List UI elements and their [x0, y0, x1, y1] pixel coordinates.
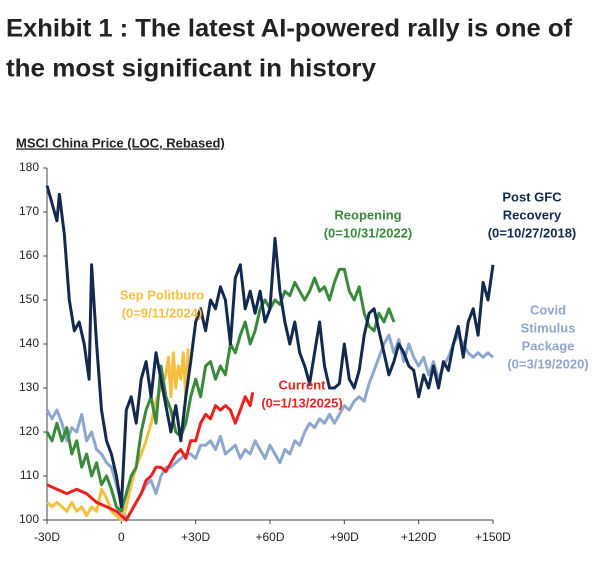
- y-tick-label: 160: [19, 248, 39, 262]
- y-tick-label: 140: [19, 336, 39, 350]
- y-tick-label: 150: [19, 292, 39, 306]
- series-label: Stimulus: [521, 320, 576, 335]
- x-tick-label: +90D: [330, 530, 359, 544]
- series-line: [45, 185, 495, 509]
- y-tick-label: 170: [19, 204, 39, 218]
- x-tick-label: -30D: [34, 530, 60, 544]
- x-tick-label: 0: [118, 530, 125, 544]
- series-label: Covid: [530, 302, 566, 317]
- y-tick-label: 120: [19, 424, 39, 438]
- series-line: [45, 267, 396, 513]
- x-tick-label: +120D: [401, 530, 437, 544]
- x-tick-label: +150D: [475, 530, 511, 544]
- series-label: (0=9/11/2024): [122, 305, 203, 320]
- y-tick-label: 110: [20, 468, 39, 482]
- y-tick-label: 180: [19, 160, 39, 174]
- series-label: (0=3/19/2020): [507, 356, 588, 371]
- x-tick-label: +30D: [181, 530, 210, 544]
- series-line: [45, 333, 494, 522]
- chart-title: the most significant in history: [6, 55, 376, 83]
- series-line: [46, 348, 190, 522]
- y-tick-label: 100: [19, 512, 39, 526]
- series-label: Current: [279, 377, 327, 392]
- chart-title: Exhibit 1 : The latest AI-powered rally …: [6, 15, 573, 43]
- series-label: Post GFC: [502, 189, 562, 204]
- series-label: Reopening: [334, 207, 401, 222]
- y-axis-label: MSCI China Price (LOC, Rebased): [16, 135, 225, 150]
- series-line: [46, 392, 255, 522]
- series-label: Recovery: [503, 207, 562, 222]
- series-label: (0=1/13/2025): [261, 395, 342, 410]
- series-label: Sep Politburo: [120, 287, 205, 302]
- series-label: (0=10/31/2022): [324, 225, 413, 240]
- x-tick-label: +60D: [255, 530, 284, 544]
- y-tick-label: 130: [19, 380, 39, 394]
- series-label: Package: [522, 338, 575, 353]
- series-label: (0=10/27/2018): [488, 225, 577, 240]
